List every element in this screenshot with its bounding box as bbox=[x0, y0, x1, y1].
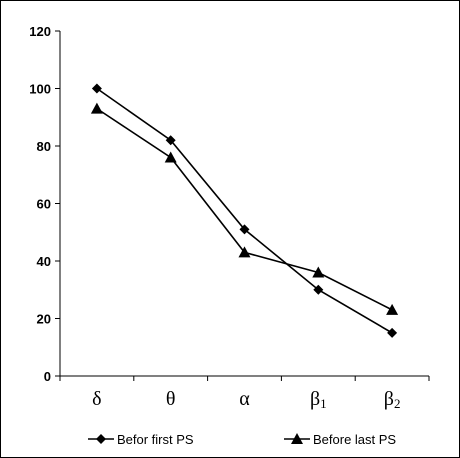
x-category-label: β2 bbox=[384, 388, 401, 411]
x-category-label: θ bbox=[166, 388, 176, 410]
y-tick-label: 80 bbox=[37, 139, 51, 154]
x-category-label: δ bbox=[92, 388, 101, 410]
legend-marker-2 bbox=[291, 433, 303, 444]
x-axis-ticks: δ θ α β1 β2 bbox=[59, 376, 430, 411]
data-point-series-2 bbox=[312, 266, 325, 278]
legend-marker-1 bbox=[96, 434, 106, 444]
y-axis-ticks: 0 20 40 60 80 100 120 bbox=[29, 24, 60, 384]
legend: Befor first PS Before last PS bbox=[88, 432, 396, 447]
data-point-series-1 bbox=[91, 83, 102, 94]
series-line-2 bbox=[96, 107, 393, 311]
data-point-series-1 bbox=[313, 284, 324, 295]
x-category-label: α bbox=[239, 388, 250, 410]
data-point-series-1 bbox=[239, 224, 250, 235]
data-point-series-1 bbox=[165, 135, 176, 146]
series-markers bbox=[90, 83, 399, 338]
x-category-label: β1 bbox=[310, 388, 327, 411]
data-point-series-2 bbox=[164, 151, 177, 163]
data-point-series-1 bbox=[387, 327, 398, 338]
series-line-1 bbox=[96, 87, 393, 334]
series-lines bbox=[96, 87, 393, 334]
legend-label-1: Befor first PS bbox=[117, 432, 194, 447]
data-point-series-2 bbox=[90, 102, 103, 114]
y-tick-label: 100 bbox=[29, 82, 51, 97]
y-tick-label: 60 bbox=[37, 197, 51, 212]
y-tick-label: 120 bbox=[29, 24, 51, 39]
y-tick-label: 40 bbox=[37, 254, 51, 269]
y-tick-label: 20 bbox=[37, 312, 51, 327]
axes bbox=[59, 31, 429, 377]
y-tick-label: 0 bbox=[44, 369, 51, 384]
data-point-series-2 bbox=[238, 246, 251, 258]
legend-label-2: Before last PS bbox=[313, 432, 396, 447]
data-point-series-2 bbox=[386, 303, 399, 315]
